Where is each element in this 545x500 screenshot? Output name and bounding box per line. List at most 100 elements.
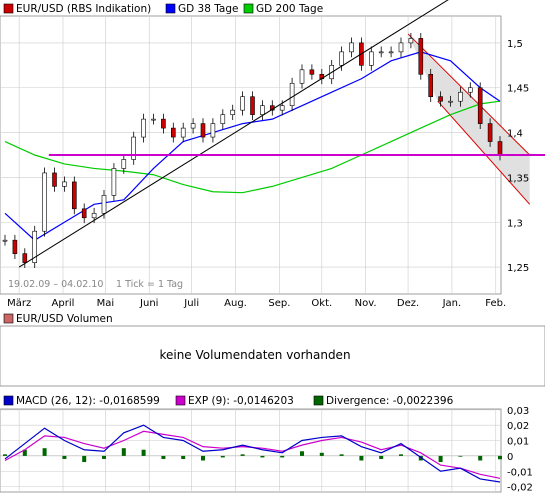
price-candle-body [289, 82, 295, 106]
divergence-bar [399, 454, 403, 456]
price-x-tick-label: Sep. [268, 298, 290, 309]
price-x-tick-label: Juni [139, 298, 158, 309]
price-x-tick-label: Juli [183, 298, 199, 309]
price-candle-body [200, 123, 206, 138]
divergence-bar [201, 455, 205, 461]
volume-panel-frame [0, 325, 545, 387]
price-candle-body [487, 123, 493, 142]
price-candle-body [72, 181, 77, 210]
price-candle-body [398, 42, 404, 53]
macd-y-tick-label: 0,01 [507, 437, 529, 448]
trend-lines [18, 0, 545, 268]
price-candle-body [32, 230, 38, 263]
price-candle-body [299, 69, 305, 84]
price-candle-body [349, 42, 354, 53]
price-candle-body [190, 123, 196, 129]
price-candle-body [428, 73, 434, 98]
divergence-legend-label: Divergence: -0,0022396 [326, 395, 454, 407]
macd-y-tick-label: 0 [507, 452, 513, 463]
price-candle-body [22, 253, 28, 263]
macd-plot-frame [0, 408, 502, 493]
price-x-axis: März April Mai Juni Juli Aug. Sep. Okt. Nov. Dez.… [7, 298, 506, 309]
divergence-bar [319, 452, 324, 456]
price-candle-body [230, 109, 235, 115]
divergence-legend-swatch [313, 395, 324, 406]
macd-legend: MACD (26, 12): -0,0168599 EXP (9): -0,01… [3, 395, 454, 407]
macd-y-tick-label: -0,02 [507, 483, 533, 494]
price-candle-body [458, 91, 463, 102]
divergence-bar [260, 455, 265, 458]
divergence-bar [62, 455, 67, 459]
divergence-bar [240, 454, 245, 456]
price-candle-body [408, 38, 414, 44]
divergence-bar [22, 449, 27, 456]
price-candle-body [121, 159, 127, 169]
sma200-line [4, 100, 501, 194]
price-candle-body [171, 127, 176, 138]
price-candle-body [497, 141, 503, 156]
price-y-tick-label: 1,3 [507, 218, 523, 229]
price-candle-body [180, 127, 186, 138]
price-candle-body [101, 195, 107, 214]
price-y-tick-label: 1,5 [507, 39, 523, 50]
price-y-axis: 1,25 1,3 1,35 1,4 1,45 1,5 [507, 39, 529, 274]
divergence-bar [379, 455, 384, 459]
divergence-bar [438, 455, 443, 463]
divergence-bar [478, 455, 483, 461]
price-x-tick-label: Jan. [442, 298, 462, 309]
volume-legend-swatch [3, 313, 14, 324]
price-legend-swatch [3, 3, 14, 14]
divergence-bar [3, 454, 7, 456]
sma38-line [4, 51, 501, 241]
sma38-series [4, 51, 501, 241]
macd-y-axis: 0,03 0,02 0,01 0 -0,01 -0,02 [507, 406, 533, 494]
price-x-tick-label: Aug. [224, 298, 247, 309]
price-x-tick-label: Mai [97, 298, 115, 309]
channel-lower-line [437, 100, 531, 205]
uptrend-line [18, 0, 449, 268]
price-candle-body [151, 118, 156, 121]
divergence-bar [498, 455, 502, 460]
macd-line [4, 424, 501, 483]
macd-y-tick-label: -0,01 [507, 467, 533, 478]
divergence-bar [102, 455, 106, 459]
price-candle-body [131, 136, 136, 160]
divergence-histogram [3, 448, 502, 463]
price-candle-body [339, 51, 344, 66]
divergence-bar [161, 455, 166, 459]
sma200-legend-label: GD 200 Tage [256, 3, 323, 15]
volume-empty-message: keine Volumendaten vorhanden [159, 348, 350, 362]
macd-y-tick-label: 0,02 [507, 421, 529, 432]
price-candle-body [111, 168, 117, 196]
price-candle-body [220, 114, 226, 124]
price-candle-body [12, 239, 18, 254]
price-x-tick-label: Feb. [485, 298, 506, 309]
price-candle-body [240, 96, 245, 111]
divergence-bar [141, 449, 146, 456]
price-candle-body [378, 51, 384, 54]
price-candle-body [467, 87, 473, 93]
divergence-bar [458, 455, 463, 457]
price-candle-body [368, 51, 374, 66]
price-candle-body [438, 96, 443, 102]
divergence-bar [42, 448, 47, 456]
price-candle-body [42, 172, 47, 232]
price-candle-body [161, 118, 166, 129]
price-x-tick-label: März [7, 298, 31, 309]
price-candle-body [250, 96, 255, 115]
price-candle-body [448, 100, 453, 103]
price-x-tick-label: Okt. [311, 298, 332, 309]
price-candle-body [309, 69, 315, 75]
price-candle-body [418, 38, 424, 75]
price-x-tick-label: April [52, 298, 75, 309]
price-candle-body [81, 208, 87, 219]
price-candle-body [477, 87, 483, 124]
divergence-bar [220, 455, 225, 458]
price-y-tick-label: 1,4 [507, 129, 523, 140]
date-range-label: 19.02.09 – 04.02.10 [8, 279, 103, 290]
price-candle-body [260, 105, 265, 115]
price-x-tick-label: Nov. [355, 298, 377, 309]
divergence-bar [418, 455, 423, 461]
sma200-series [4, 100, 501, 194]
